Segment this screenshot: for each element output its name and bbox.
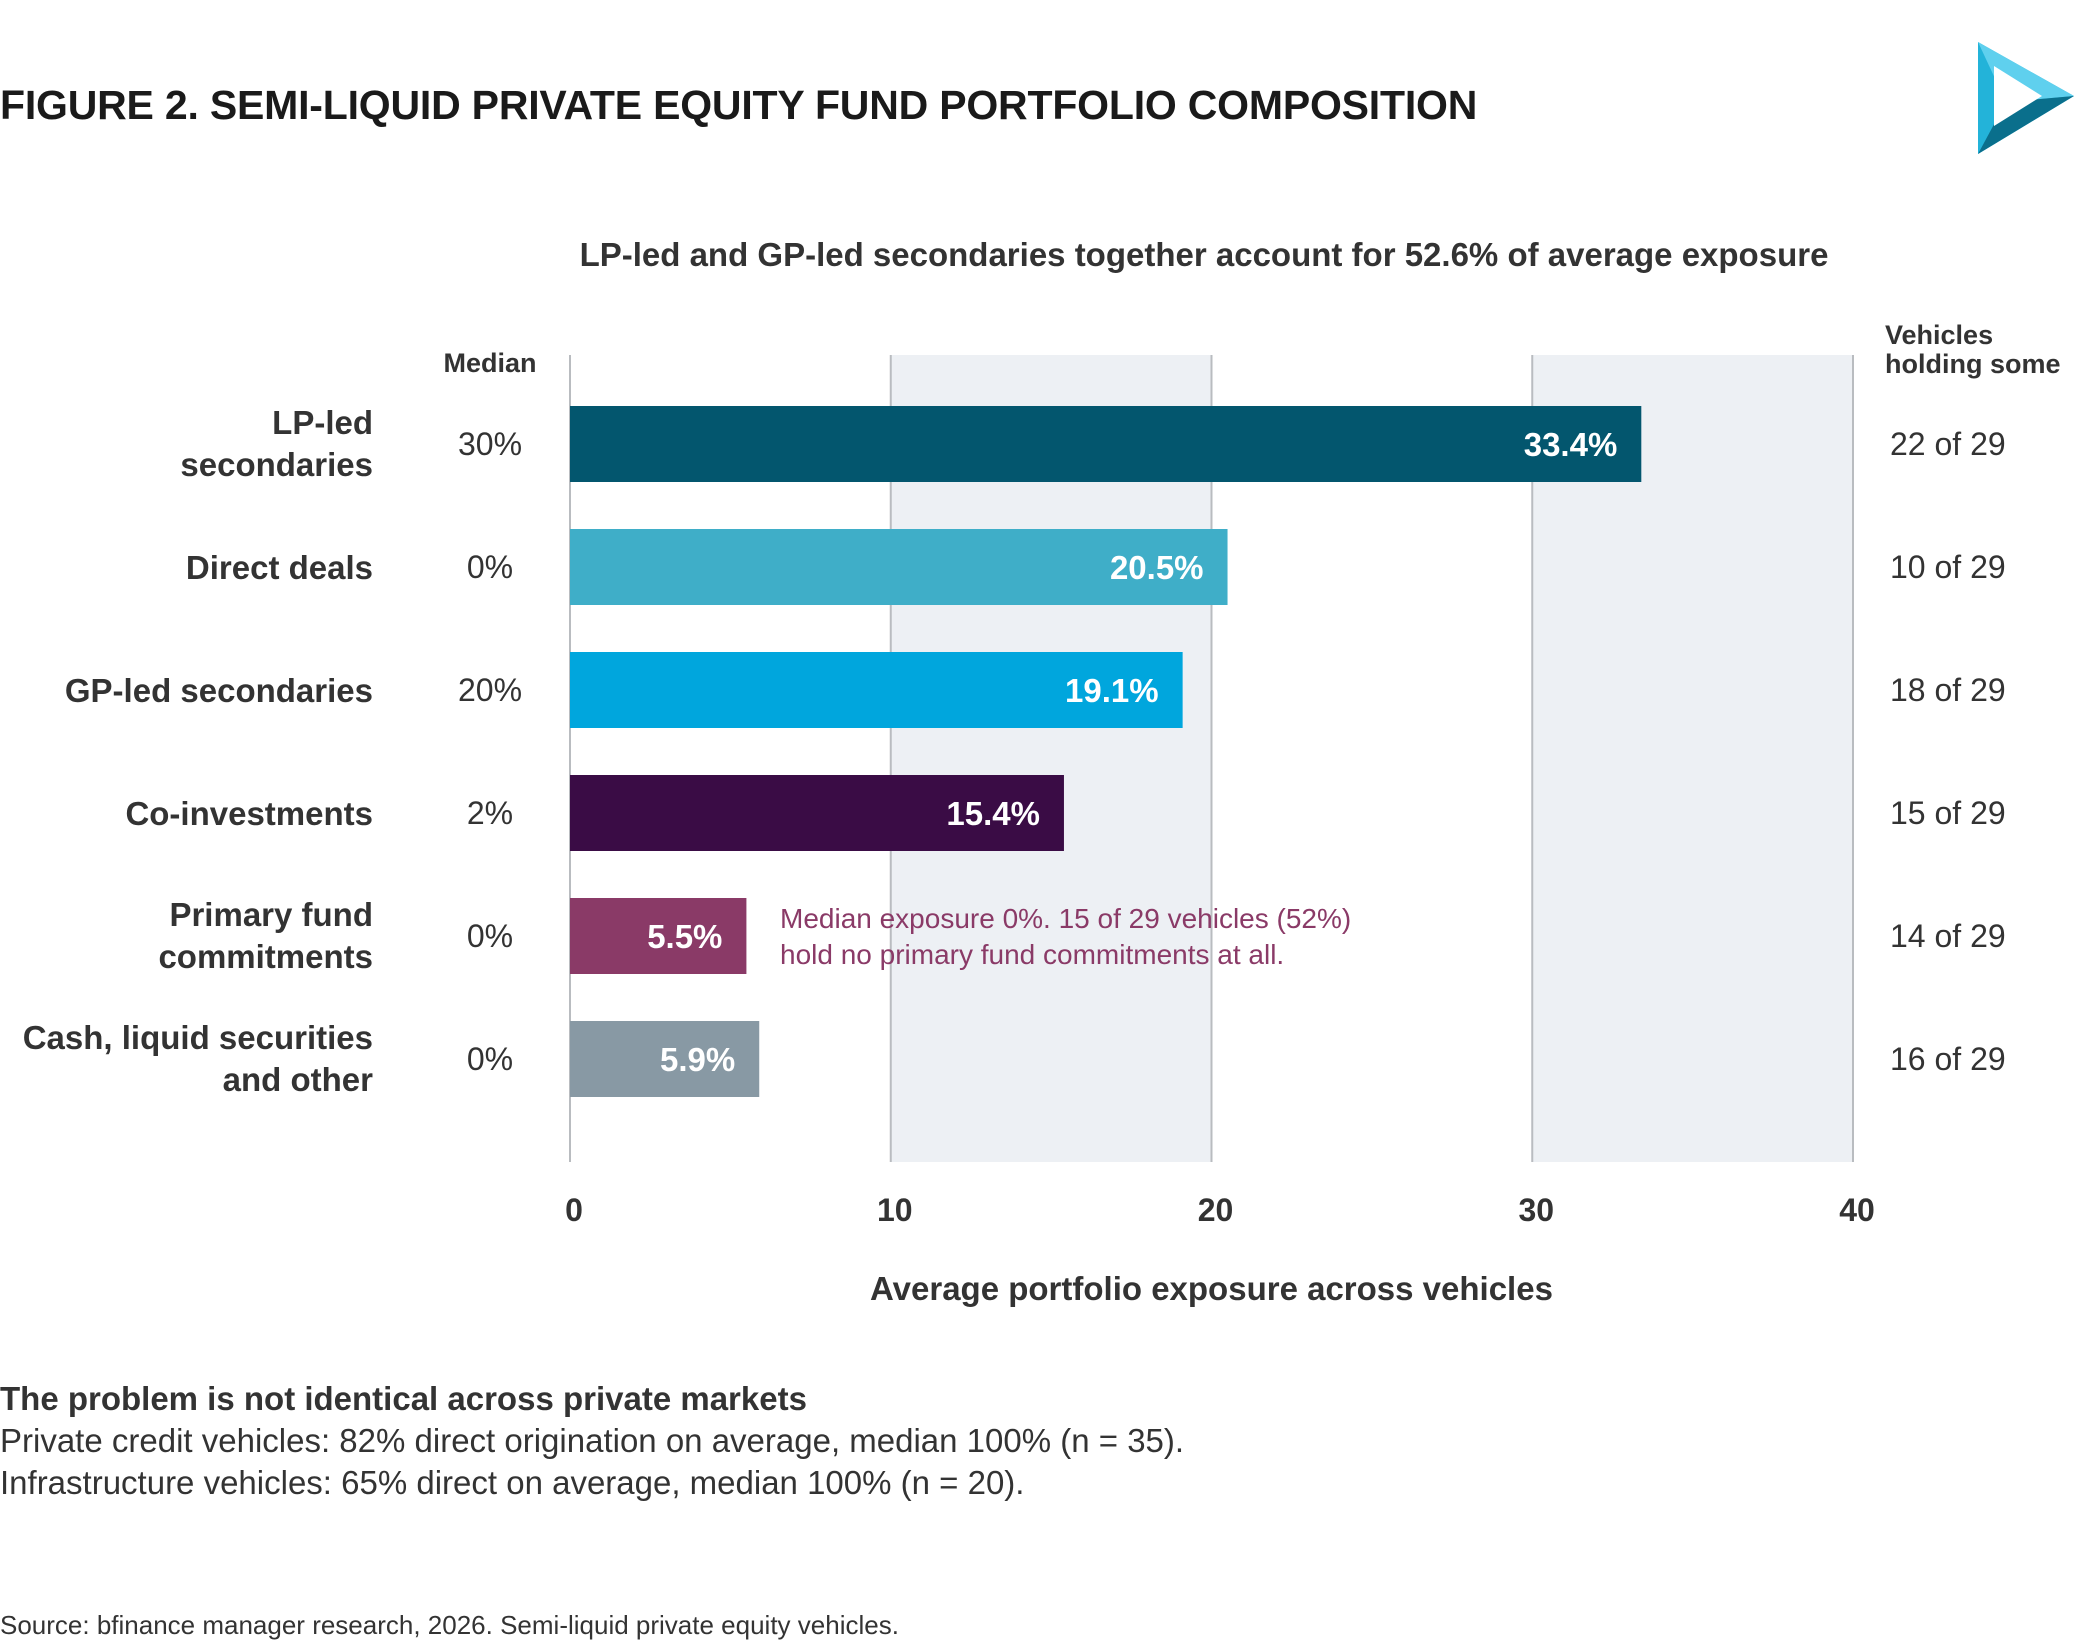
x-tick-label-40: 40 <box>1839 1192 1875 1228</box>
bar-4 <box>570 898 747 974</box>
x-tick-label-30: 30 <box>1518 1192 1554 1228</box>
bar-value-label-2: 19.1% <box>1065 672 1159 709</box>
vehicles-column-header-line-0: Vehicles <box>1885 320 1993 350</box>
median-value-5: 0% <box>467 1041 513 1077</box>
annotation-line-0: Median exposure 0%. 15 of 29 vehicles (5… <box>780 903 1351 934</box>
median-value-4: 0% <box>467 918 513 954</box>
bar-value-label-5: 5.9% <box>660 1041 735 1078</box>
category-label-0-line-0: LP-led <box>272 404 373 441</box>
x-axis-label: Average portfolio exposure across vehicl… <box>870 1270 1553 1307</box>
category-label-2-line-0: GP-led secondaries <box>65 672 373 709</box>
note-line-infrastructure: Infrastructure vehicles: 65% direct on a… <box>0 1464 1025 1501</box>
bar-3 <box>570 775 1064 851</box>
shaded-band-0 <box>890 355 1212 1162</box>
category-label-4-line-0: Primary fund <box>169 896 373 933</box>
bar-2 <box>570 652 1183 728</box>
shaded-band-1 <box>1532 355 1853 1162</box>
category-label-5-line-0: Cash, liquid securities <box>23 1019 373 1056</box>
source-note: Source: bfinance manager research, 2026.… <box>0 1610 899 1640</box>
bar-value-label-3: 15.4% <box>946 795 1040 832</box>
x-tick-label-0: 0 <box>565 1192 583 1228</box>
vehicles-holding-3: 15 of 29 <box>1890 795 2006 831</box>
vehicles-holding-2: 18 of 29 <box>1890 672 2006 708</box>
vehicles-holding-5: 16 of 29 <box>1890 1041 2006 1077</box>
chart-title: LP-led and GP-led secondaries together a… <box>579 236 1829 273</box>
x-tick-label-20: 20 <box>1198 1192 1234 1228</box>
annotation-line-1: hold no primary fund commitments at all. <box>780 939 1284 970</box>
category-label-3-line-0: Co-investments <box>125 795 373 832</box>
median-value-3: 2% <box>467 795 513 831</box>
vehicles-holding-0: 22 of 29 <box>1890 426 2006 462</box>
category-label-1-line-0: Direct deals <box>186 549 373 586</box>
bar-0 <box>570 406 1642 482</box>
vehicles-column-header-line-1: holding some <box>1885 349 2061 379</box>
median-value-1: 0% <box>467 549 513 585</box>
bar-1 <box>570 529 1228 605</box>
play-triangle-logo-icon <box>1978 42 2074 154</box>
x-tick-label-10: 10 <box>877 1192 913 1228</box>
category-label-0-line-1: secondaries <box>180 446 373 483</box>
median-column-header: Median <box>443 348 536 378</box>
median-value-0: 30% <box>458 426 522 462</box>
category-label-4-line-1: commitments <box>158 938 373 975</box>
note-heading: The problem is not identical across priv… <box>0 1380 807 1417</box>
vehicles-holding-1: 10 of 29 <box>1890 549 2006 585</box>
figure-title: FIGURE 2. SEMI-LIQUID PRIVATE EQUITY FUN… <box>0 82 1478 128</box>
note-line-private-credit: Private credit vehicles: 82% direct orig… <box>0 1422 1185 1459</box>
bar-value-label-0: 33.4% <box>1524 426 1618 463</box>
category-label-5-line-1: and other <box>223 1061 373 1098</box>
vehicles-holding-4: 14 of 29 <box>1890 918 2006 954</box>
bar-value-label-1: 20.5% <box>1110 549 1204 586</box>
bar-value-label-4: 5.5% <box>647 918 722 955</box>
median-value-2: 20% <box>458 672 522 708</box>
bar-5 <box>570 1021 760 1097</box>
